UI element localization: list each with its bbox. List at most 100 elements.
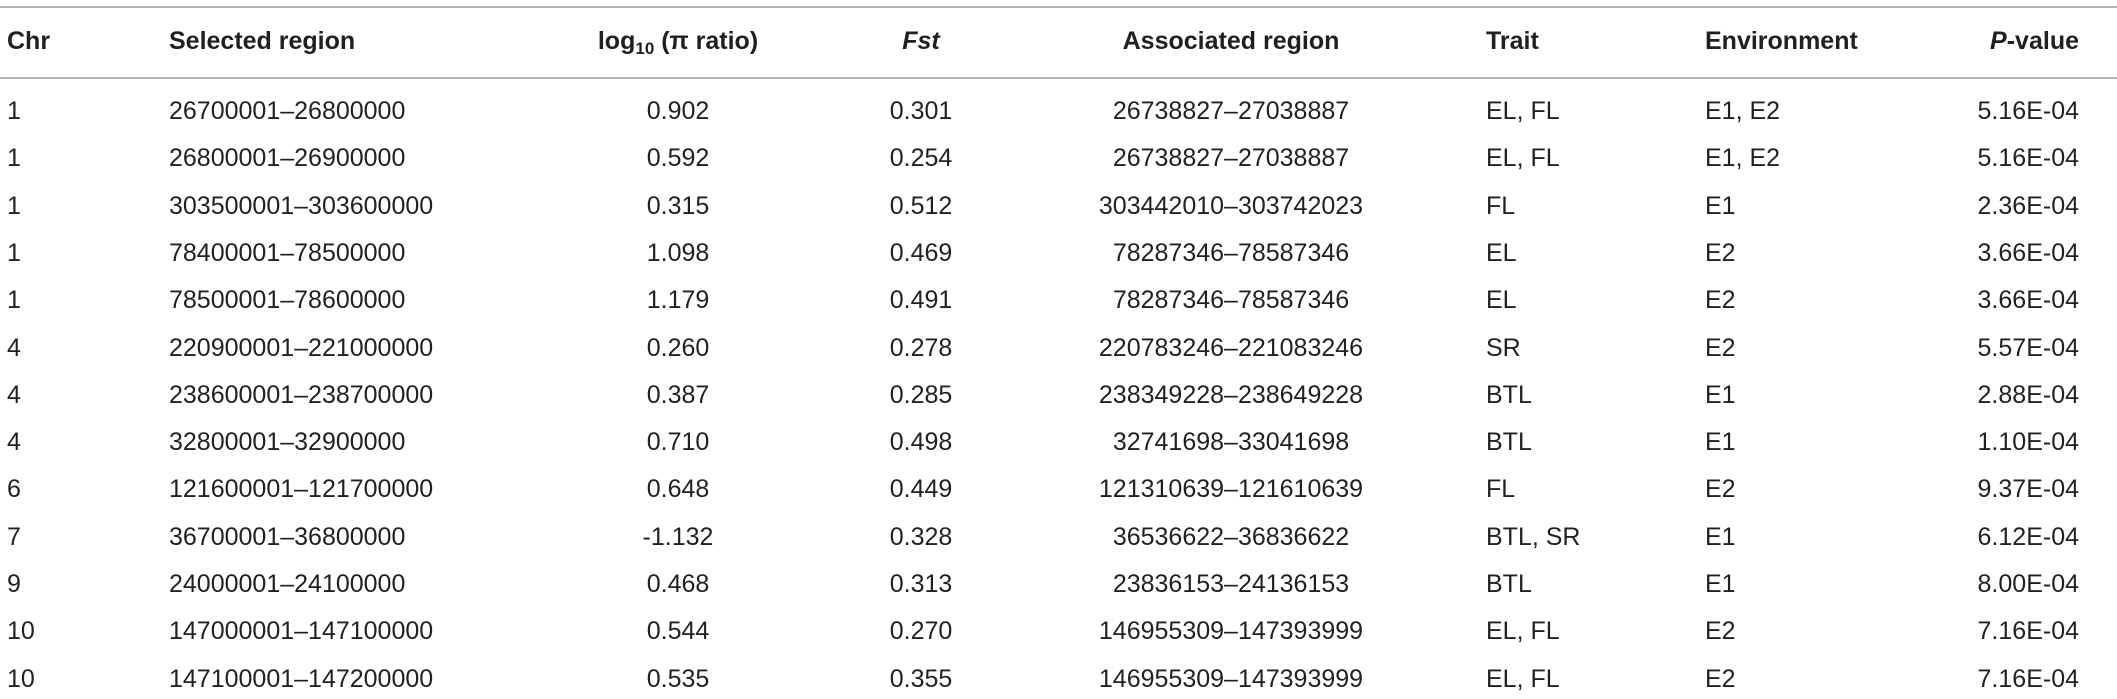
table-cell: 5.16E-04 <box>1977 144 2079 173</box>
table-cell: 0.710 <box>646 428 710 457</box>
table-cell: 0.491 <box>889 286 953 315</box>
header-cell: P-value <box>1990 26 2079 56</box>
table-cell: 78287346–78587346 <box>1112 286 1350 315</box>
table-cell: 220900001–221000000 <box>169 333 434 362</box>
header-cell: log10 (π ratio) <box>597 26 759 58</box>
table-cell: 1.098 <box>646 238 710 267</box>
table-cell: 147100001–147200000 <box>169 664 434 693</box>
header-text: -value <box>2006 27 2079 55</box>
table-cell: 0.512 <box>889 191 953 220</box>
table-cell: E1 <box>1705 570 1736 598</box>
top-rule <box>0 6 2117 8</box>
header-text: P <box>1990 27 2007 55</box>
table-cell: 1 <box>7 191 21 220</box>
table-cell: E2 <box>1705 333 1736 362</box>
header-cell: Selected region <box>169 27 356 55</box>
table-cell: 0.592 <box>646 144 710 173</box>
table-cell: 0.902 <box>646 97 710 125</box>
table-cell: 303442010–303742023 <box>1098 191 1364 220</box>
table-cell: 4 <box>7 333 21 362</box>
table-cell: EL <box>1486 238 1517 267</box>
table-cell: 4 <box>7 380 21 409</box>
table-cell: 26738827–27038887 <box>1112 97 1350 125</box>
table-cell: 32800001–32900000 <box>169 428 406 457</box>
table-cell: 1 <box>7 286 21 315</box>
table-cell: 23836153–24136153 <box>1112 570 1350 598</box>
table-cell: E2 <box>1705 475 1736 504</box>
table-cell: 0.469 <box>889 238 953 267</box>
table-cell: 0.301 <box>889 97 953 125</box>
table-cell: 5.16E-04 <box>1977 97 2079 125</box>
table-cell: 6.12E-04 <box>1977 522 2079 551</box>
table-cell: 8.00E-04 <box>1977 570 2079 598</box>
table-cell: 6 <box>7 475 21 504</box>
table-cell: 1.179 <box>646 286 710 315</box>
table-cell: 0.648 <box>646 475 710 504</box>
table-cell: 0.313 <box>889 570 953 598</box>
table-cell: 147000001–147100000 <box>169 617 434 646</box>
table-cell: BTL <box>1486 570 1532 598</box>
table-cell: 1 <box>7 144 21 173</box>
table-cell: 0.355 <box>889 664 953 693</box>
table-cell: 238600001–238700000 <box>169 380 434 409</box>
table-cell: 0.535 <box>646 664 710 693</box>
table-cell: 10 <box>7 664 35 693</box>
table-cell: 2.36E-04 <box>1977 191 2079 220</box>
header-cell: Environment <box>1705 27 1858 55</box>
table-cell: 3.66E-04 <box>1977 238 2079 267</box>
table-cell: E2 <box>1705 238 1736 267</box>
table-cell: EL, FL <box>1486 144 1560 173</box>
table-cell: -1.132 <box>642 522 714 551</box>
table-cell: 78500001–78600000 <box>169 286 406 315</box>
table-cell: 7.16E-04 <box>1977 664 2079 693</box>
header-text: log <box>597 27 636 55</box>
table-cell: 78400001–78500000 <box>169 238 406 267</box>
table-cell: 238349228–238649228 <box>1098 380 1364 409</box>
header-text: (π ratio) <box>654 27 759 55</box>
table-cell: E2 <box>1705 617 1736 646</box>
table-cell: 0.315 <box>646 191 710 220</box>
table-cell: 0.254 <box>889 144 953 173</box>
table-cell: E1 <box>1705 522 1736 551</box>
table-cell: 78287346–78587346 <box>1112 238 1350 267</box>
table-cell: E2 <box>1705 664 1736 693</box>
table-cell: 2.88E-04 <box>1977 380 2079 409</box>
table-cell: 0.285 <box>889 380 953 409</box>
table-cell: 0.544 <box>646 617 710 646</box>
header-subscript: 10 <box>635 39 655 58</box>
table-cell: EL, FL <box>1486 664 1560 693</box>
table-cell: E2 <box>1705 286 1736 315</box>
table-cell: 5.57E-04 <box>1977 333 2079 362</box>
table-cell: 24000001–24100000 <box>169 570 406 598</box>
table-cell: 26738827–27038887 <box>1112 144 1350 173</box>
table-cell: 1 <box>7 97 21 125</box>
table-cell: 26700001–26800000 <box>169 97 406 125</box>
table-cell: FL <box>1486 191 1516 220</box>
header-rule <box>0 77 2117 79</box>
table-cell: 9.37E-04 <box>1977 475 2079 504</box>
table-cell: 4 <box>7 428 21 457</box>
header-cell: Trait <box>1486 27 1539 55</box>
table-cell: E1, E2 <box>1705 144 1781 173</box>
table-cell: EL, FL <box>1486 97 1560 125</box>
header-cell: Associated region <box>1122 27 1340 55</box>
table-cell: E1, E2 <box>1705 97 1781 125</box>
table-cell: E1 <box>1705 380 1736 409</box>
table-cell: FL <box>1486 475 1516 504</box>
table-cell: E1 <box>1705 428 1736 457</box>
table-cell: E1 <box>1705 191 1736 220</box>
table-cell: 1.10E-04 <box>1977 428 2079 457</box>
table-cell: EL, FL <box>1486 617 1560 646</box>
table-cell: 0.449 <box>889 475 953 504</box>
table-cell: 146955309–147393999 <box>1098 664 1364 693</box>
header-cell: Fst <box>902 27 940 55</box>
table-cell: EL <box>1486 286 1517 315</box>
table-cell: 0.278 <box>889 333 953 362</box>
table-cell: 0.270 <box>889 617 953 646</box>
table-cell: 121600001–121700000 <box>169 475 434 504</box>
table-cell: BTL <box>1486 428 1532 457</box>
table-cell: 0.260 <box>646 333 710 362</box>
table-cell: 7.16E-04 <box>1977 617 2079 646</box>
table-cell: 121310639–121610639 <box>1098 475 1364 504</box>
